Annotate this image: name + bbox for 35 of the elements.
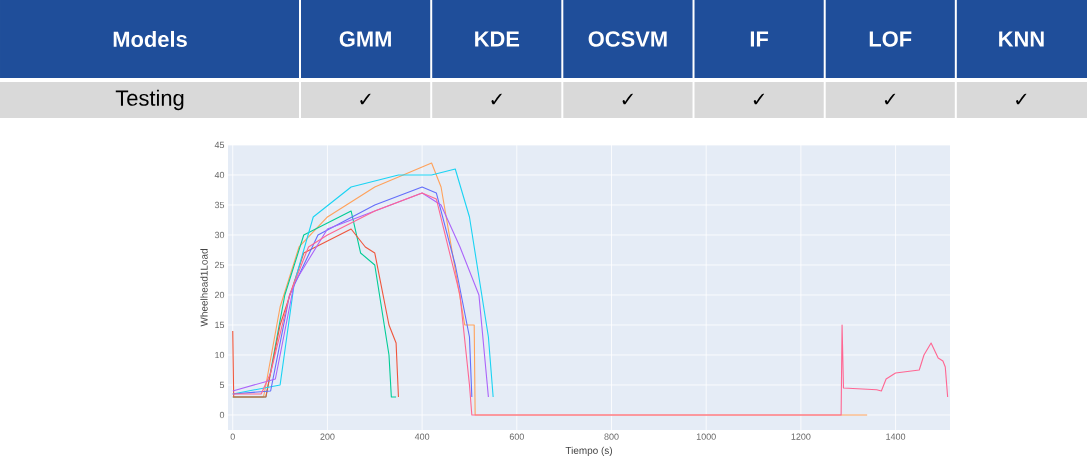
y-tick-label: 0 [219,411,225,419]
text: ✓ [491,93,502,105]
x-tick-label: 200 [320,433,335,440]
text: ✓ [360,93,371,105]
text: Models [113,30,187,48]
y-tick-label: 10 [215,351,225,359]
text: Testing [115,89,184,111]
x-tick-label: 1400 [886,433,906,440]
line-series [232,192,949,416]
category-label: GMM [339,31,391,47]
x-tick-label: 400 [414,433,430,440]
category-label: OCSVM [588,31,667,47]
category-label: IF [750,31,769,47]
y-tick-label: 20 [214,291,225,299]
y-axis-title: Wheelhead1Load [200,249,208,327]
x-tick-label: 600 [509,433,524,440]
y-tick-label: 40 [214,171,225,179]
text: ✓ [753,93,765,105]
x-tick-label: 800 [604,433,619,440]
y-tick-label: 15 [215,321,225,329]
x-tick-label: 1200 [791,433,811,440]
text: ✓ [1016,93,1027,105]
text: ✓ [622,93,633,105]
text: ✓ [884,93,896,105]
y-tick-label: 30 [214,231,225,239]
category-label: KNN [999,31,1044,47]
category-label: KDE [475,31,520,47]
y-tick-label: 35 [214,201,225,209]
x-tick-label: 1000 [696,433,716,440]
category-label: LOF [869,31,912,47]
y-tick-label: 5 [219,381,225,389]
y-tick-label: 45 [214,141,225,149]
y-tick-label: 25 [214,261,225,269]
x-tick-label: 0 [230,433,235,440]
x-axis-title: Tiempo (s) [565,446,612,456]
